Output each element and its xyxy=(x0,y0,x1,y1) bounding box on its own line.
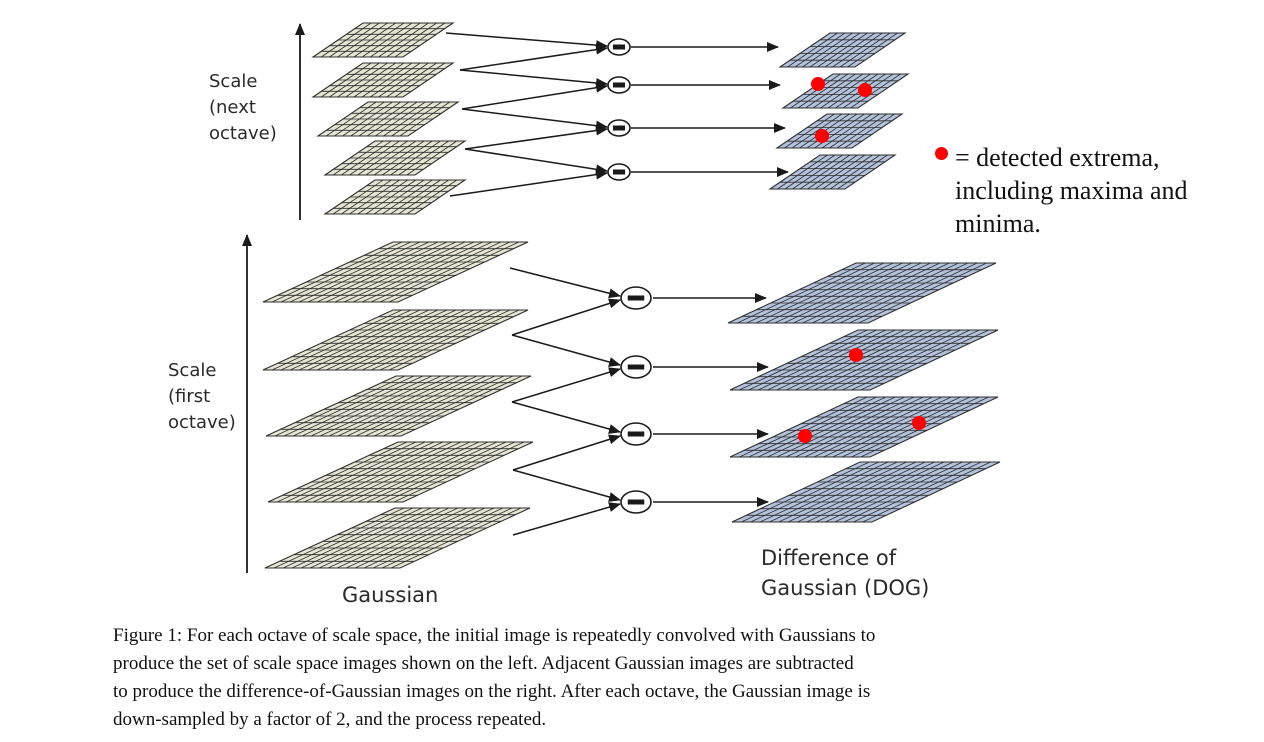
first-octave-dog-4 xyxy=(731,461,1001,523)
first-octave-dog-1 xyxy=(727,262,997,324)
first-octave-gaussian-5 xyxy=(264,507,531,569)
next-arrow-in-a-4 xyxy=(464,148,608,175)
next-octave-gaussian-4 xyxy=(323,140,467,176)
first-octave-dog-3 xyxy=(729,396,999,458)
next-octave-dog-2 xyxy=(781,73,910,109)
first-subtract-circle-minus-icon-2 xyxy=(620,355,652,379)
first-arrow-in-b-4 xyxy=(512,502,621,536)
legend-line-1: = detected extrema, xyxy=(955,143,1160,172)
first-arrow-in-a-2 xyxy=(511,334,621,367)
first-subtract-circle-minus-icon-4 xyxy=(620,490,652,514)
legend-line-3: minima. xyxy=(955,209,1041,238)
figure-caption: Figure 1: For each octave of scale space… xyxy=(113,622,1113,734)
next-octave-dog-3 xyxy=(775,113,904,149)
first-subtract-circle-minus-icon-1 xyxy=(620,286,652,310)
first-octave-gaussian-1 xyxy=(262,241,529,303)
extremum-red-dot-icon-5 xyxy=(798,429,812,443)
extremum-red-dot-icon-3 xyxy=(815,129,829,143)
next-subtract-circle-minus-icon-3 xyxy=(607,119,631,137)
next-arrow-in-b-1 xyxy=(459,44,608,71)
extremum-red-dot-icon-2 xyxy=(858,83,872,97)
extremum-red-dot-icon-6 xyxy=(912,416,926,430)
legend-red-dot-icon xyxy=(935,147,948,160)
first-octave-gaussian-2 xyxy=(262,309,529,371)
next-octave-gaussian-2 xyxy=(311,62,455,98)
next-octave-dog-1 xyxy=(778,32,907,68)
extremum-red-dot-icon-4 xyxy=(849,348,863,362)
legend-text: = detected extrema, including maxima and… xyxy=(955,141,1188,240)
legend-line-2: including maxima and xyxy=(955,176,1188,205)
next-octave-gaussian-3 xyxy=(316,101,460,137)
dog-label-line-2: Gaussian (DOG) xyxy=(761,576,930,600)
first-arrow-in-a-4 xyxy=(512,469,621,502)
next-octave-line-1: Scale xyxy=(209,71,258,92)
first-octave-line-3: octave) xyxy=(168,412,236,433)
next-subtract-circle-minus-icon-4 xyxy=(607,163,631,181)
caption-line-3: to produce the difference-of-Gaussian im… xyxy=(113,681,871,702)
first-arrow-in-a-3 xyxy=(511,401,621,434)
next-subtract-circle-minus-icon-1 xyxy=(607,38,631,56)
first-arrow-in-b-1 xyxy=(511,298,621,336)
first-arrow-in-b-3 xyxy=(512,434,621,471)
first-subtract-circle-minus-icon-3 xyxy=(620,422,652,446)
gaussian-label: Gaussian xyxy=(342,583,439,607)
next-arrow-in-b-2 xyxy=(461,82,608,110)
first-octave-label: Scale (first octave) xyxy=(168,358,236,436)
next-subtract-circle-minus-icon-2 xyxy=(607,76,631,94)
first-octave-gaussian-3 xyxy=(265,375,532,437)
next-octave-line-3: octave) xyxy=(209,123,277,144)
next-arrow-in-a-2 xyxy=(459,69,608,88)
dog-label: Difference of Gaussian (DOG) xyxy=(761,543,929,603)
next-arrow-in-a-3 xyxy=(461,108,608,131)
next-octave-gaussian-1 xyxy=(311,22,455,58)
first-arrow-in-a-1 xyxy=(509,267,621,299)
first-arrow-in-b-2 xyxy=(511,367,621,403)
caption-line-1: Figure 1: For each octave of scale space… xyxy=(113,625,876,646)
next-octave-line-2: (next xyxy=(209,97,256,118)
next-octave-label: Scale (next octave) xyxy=(209,69,277,147)
next-octave-dog-4 xyxy=(768,154,897,190)
next-arrow-in-b-4 xyxy=(449,169,608,197)
caption-line-2: produce the set of scale space images sh… xyxy=(113,653,854,674)
next-arrow-in-b-3 xyxy=(464,125,608,150)
first-octave-gaussian-4 xyxy=(267,441,534,503)
next-octave-gaussian-5 xyxy=(323,179,467,215)
first-octave-line-1: Scale xyxy=(168,360,217,381)
first-octave-line-2: (first xyxy=(168,386,211,407)
first-octave-dog-2 xyxy=(729,329,999,391)
next-arrow-in-a-1 xyxy=(445,32,608,51)
caption-line-4: down-sampled by a factor of 2, and the p… xyxy=(113,709,547,730)
dog-label-line-1: Difference of xyxy=(761,546,897,570)
extremum-red-dot-icon-1 xyxy=(811,77,825,91)
